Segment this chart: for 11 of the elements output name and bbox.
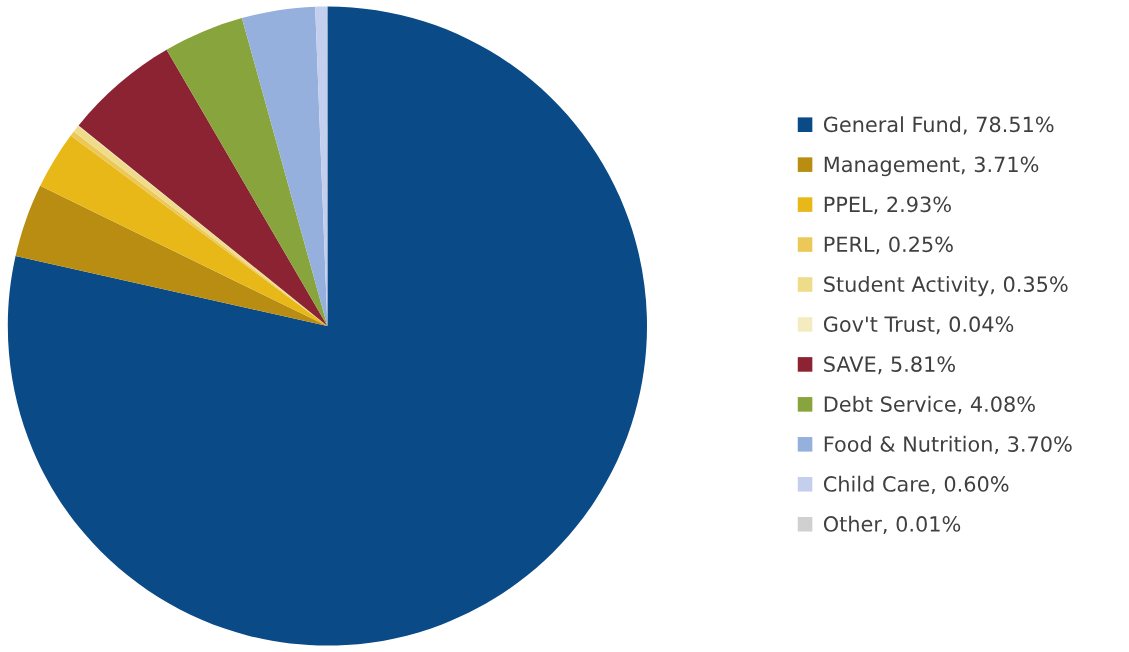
legend-label: PERL, 0.25% <box>824 236 953 255</box>
legend-label: Management, 3.71% <box>824 156 1039 177</box>
legend-label: Gov't Trust, 0.04% <box>823 316 1014 335</box>
legend-label: Other, 0.01% <box>823 515 961 534</box>
legend-label: Child Care, 0.60% <box>823 475 1009 494</box>
legend-label: Student Activity, 0.35% <box>824 275 1068 297</box>
legend-label: Food & Nutrition, 3.70% <box>824 435 1072 455</box>
legend-label: Debt Service, 4.08% <box>824 395 1035 415</box>
legend-label: General Fund, 78.51% <box>823 116 1054 135</box>
legend-label: PPEL, 2.93% <box>824 196 951 215</box>
legend-label: SAVE, 5.81% <box>824 356 955 375</box>
